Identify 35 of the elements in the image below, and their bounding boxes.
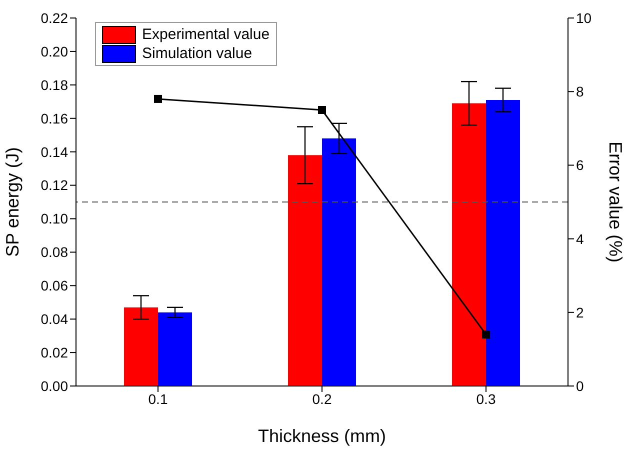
y2-tick-label: 0: [576, 378, 584, 394]
y-tick-label: 0.20: [40, 43, 68, 60]
y-tick-label: 0.12: [40, 177, 68, 194]
point: [154, 94, 162, 103]
x-axis-title: Thickness (mm): [258, 426, 386, 446]
bar: [322, 138, 356, 386]
x-tick-label: 0.3: [476, 390, 496, 407]
y2-tick-label: 6: [576, 157, 584, 174]
y2-axis-title: Error value (%): [606, 141, 626, 263]
bar: [452, 103, 486, 386]
y-tick-label: 0.06: [40, 278, 68, 294]
y-tick-label: 0.00: [40, 378, 68, 394]
x-tick-label: 0.1: [148, 390, 168, 407]
y-tick-label: 0.08: [40, 244, 68, 260]
y2-tick-label: 4: [576, 230, 584, 247]
y-tick-label: 0.14: [40, 144, 68, 160]
bar: [288, 155, 322, 386]
y2-tick-label: 2: [576, 304, 584, 320]
y-tick-label: 0.18: [40, 76, 68, 93]
bar: [158, 312, 192, 386]
y-tick-label: 0.22: [40, 10, 68, 26]
x-tick-label: 0.2: [312, 390, 332, 407]
legend-label: Experimental value: [142, 25, 270, 44]
legend-label: Simulation value: [142, 44, 252, 63]
point: [318, 106, 326, 114]
bar: [486, 100, 520, 386]
bar: [124, 307, 158, 386]
y-tick-label: 0.10: [40, 210, 68, 227]
y-tick-label: 0.02: [40, 344, 68, 361]
y2-tick-label: 10: [576, 10, 592, 26]
y-tick-label: 0.04: [40, 311, 68, 328]
point: [482, 330, 490, 338]
y-axis-title: SP energy (J): [2, 147, 22, 257]
y-tick-label: 0.16: [40, 110, 68, 126]
y2-tick-label: 8: [576, 84, 584, 100]
